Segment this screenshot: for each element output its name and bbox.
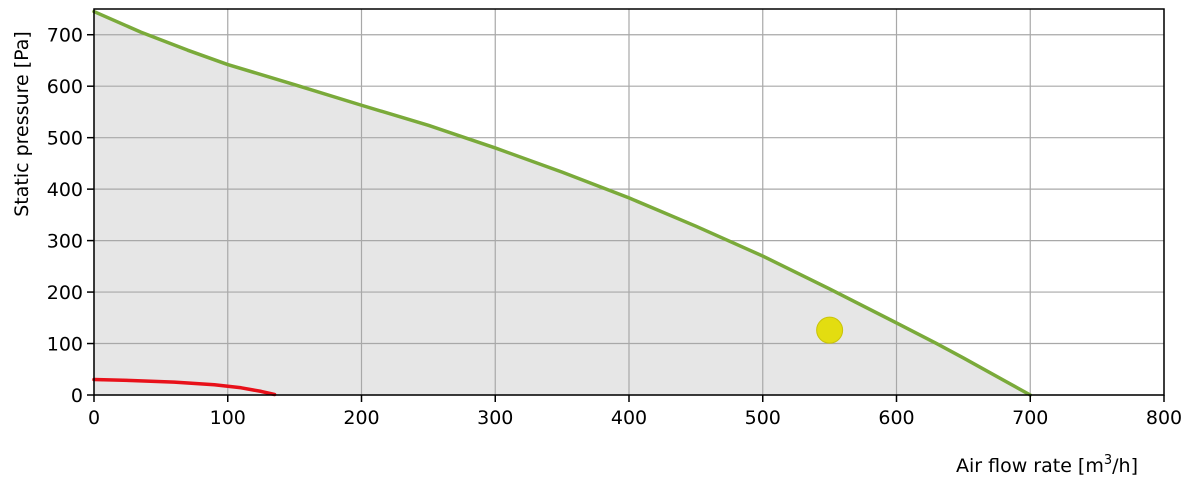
operating-point-marker (816, 316, 844, 344)
x-tick-label: 800 (1146, 407, 1182, 429)
y-tick-label: 700 (47, 25, 83, 47)
x-tick-label: 100 (210, 407, 246, 429)
y-axis-ticks: 0 100 200 300 400 500 600 700 (47, 25, 94, 407)
x-axis-title-main: Air flow rate [m (956, 455, 1104, 477)
y-tick-label: 600 (47, 76, 83, 98)
y-tick-label: 400 (47, 179, 83, 201)
y-tick-label: 500 (47, 128, 83, 150)
y-tick-label: 200 (47, 282, 83, 304)
x-axis-title: Air flow rate [m3/h] (956, 453, 1138, 477)
x-axis-ticks: 0 100 200 300 400 500 600 700 800 (88, 395, 1182, 429)
x-tick-label: 600 (878, 407, 914, 429)
x-tick-label: 400 (611, 407, 647, 429)
fan-curve-line (92, 9, 1032, 397)
y-axis-title: Static pressure [Pa] (11, 31, 33, 217)
x-tick-label: 300 (477, 407, 513, 429)
x-axis-title-superscript: 3 (1104, 453, 1112, 468)
y-tick-label: 300 (47, 231, 83, 253)
system-curve-line (92, 377, 277, 397)
operating-point-layer (816, 316, 844, 344)
x-tick-label: 700 (1012, 407, 1048, 429)
series-layer (92, 9, 1032, 397)
x-tick-label: 200 (343, 407, 379, 429)
x-tick-label: 0 (88, 407, 100, 429)
y-tick-label: 100 (47, 334, 83, 356)
x-axis-title-suffix: /h] (1112, 455, 1138, 477)
fan-area-fill (94, 11, 1031, 395)
y-tick-label: 0 (71, 385, 83, 407)
x-tick-label: 500 (745, 407, 781, 429)
fan-operating-area (94, 11, 1031, 395)
